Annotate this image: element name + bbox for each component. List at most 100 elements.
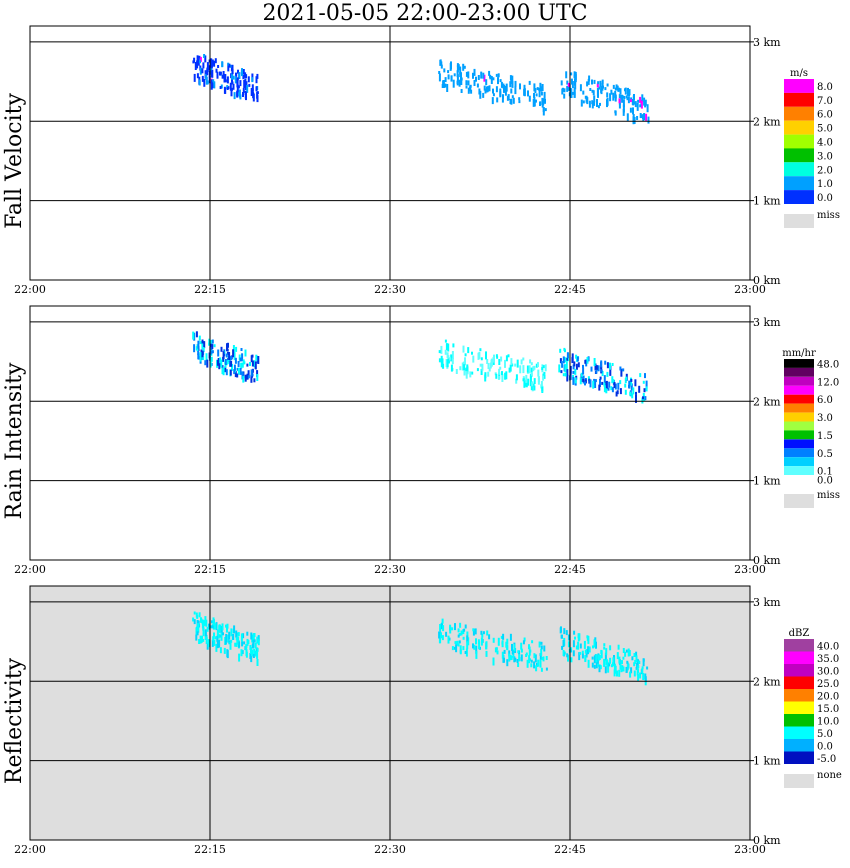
panel-3-ytick-label: 1 km <box>753 755 781 768</box>
panel-1-ytick-label: 1 km <box>753 195 781 208</box>
echo-cell <box>445 343 448 351</box>
echo-cell <box>459 366 462 371</box>
echo-cell <box>469 371 472 378</box>
echo-cell <box>504 372 507 380</box>
echo-cell <box>221 623 224 631</box>
echo-cell <box>562 356 565 364</box>
echo-cell <box>599 102 601 106</box>
echo-cell <box>504 88 507 96</box>
panel-2-legend-swatch <box>784 475 814 484</box>
echo-cell <box>594 379 597 383</box>
echo-cell <box>586 358 589 364</box>
echo-cell <box>600 360 603 368</box>
echo-cell <box>253 360 256 368</box>
panel-2-ytick-label: 1 km <box>753 475 781 488</box>
panel-1-legend-label: 4.0 <box>817 138 833 149</box>
echo-cell <box>614 90 617 98</box>
echo-cell <box>446 359 449 368</box>
echo-cell <box>226 87 229 90</box>
echo-cell <box>219 86 222 89</box>
echo-cell <box>222 632 224 636</box>
echo-cell <box>452 343 455 348</box>
echo-cell <box>504 359 506 368</box>
echo-cell <box>472 643 474 649</box>
echo-cell <box>474 628 477 635</box>
echo-cell <box>449 62 452 71</box>
echo-cell <box>566 653 569 658</box>
echo-cell <box>610 664 613 668</box>
panel-2-xtick-label: 22:00 <box>14 563 46 576</box>
echo-cell <box>202 628 205 637</box>
echo-cell <box>222 367 225 376</box>
echo-cell <box>242 92 244 97</box>
echo-cell <box>204 55 207 63</box>
echo-cell <box>606 371 609 377</box>
echo-cell <box>533 92 535 98</box>
echo-cell <box>645 386 648 392</box>
echo-cell <box>232 345 235 353</box>
echo-cell <box>502 94 504 100</box>
echo-cell <box>480 357 483 361</box>
panel-1-legend-swatch <box>784 79 814 93</box>
echo-cell <box>591 101 594 109</box>
echo-cell <box>488 367 491 372</box>
echo-cell <box>247 640 250 645</box>
echo-cell <box>198 612 201 618</box>
echo-cell <box>522 357 525 361</box>
echo-cell <box>624 651 627 657</box>
echo-cell <box>465 648 468 657</box>
echo-cell <box>462 636 465 640</box>
echo-cell <box>510 88 513 94</box>
echo-cell <box>193 611 196 615</box>
echo-cell <box>215 68 218 73</box>
echo-cell <box>580 372 583 377</box>
echo-cell <box>627 648 630 657</box>
echo-cell <box>544 364 547 372</box>
echo-cell <box>256 370 259 378</box>
echo-cell <box>204 629 207 637</box>
echo-cell <box>637 674 640 682</box>
echo-cell <box>456 641 459 644</box>
echo-cell <box>232 634 235 640</box>
echo-cell <box>451 351 454 359</box>
echo-cell <box>625 649 628 653</box>
echo-cell <box>236 78 239 86</box>
echo-cell <box>457 634 460 638</box>
echo-cell <box>440 64 443 69</box>
echo-cell <box>247 375 250 379</box>
echo-cell <box>472 355 475 363</box>
echo-cell <box>599 379 601 387</box>
panel-1-legend-swatch <box>784 106 814 121</box>
echo-cell <box>211 624 214 629</box>
echo-cell <box>479 90 482 99</box>
echo-cell <box>512 97 515 104</box>
echo-cell <box>639 96 642 103</box>
panel-2-legend-swatch <box>784 412 814 422</box>
echo-cell <box>219 357 222 366</box>
echo-cell <box>559 627 562 634</box>
panel-3-xtick-label: 22:45 <box>554 843 586 856</box>
echo-cell <box>497 637 500 646</box>
echo-cell <box>460 72 462 81</box>
echo-cell <box>633 653 636 657</box>
echo-cell <box>614 665 617 674</box>
echo-cell <box>246 373 249 380</box>
echo-cell <box>629 391 632 396</box>
echo-cell <box>239 367 242 375</box>
echo-cell <box>462 345 465 353</box>
echo-cell <box>210 63 213 68</box>
echo-cell <box>211 59 214 66</box>
echo-cell <box>229 82 232 91</box>
echo-cell <box>494 647 497 653</box>
echo-cell <box>447 635 450 644</box>
echo-cell <box>644 373 646 379</box>
echo-cell <box>469 84 472 88</box>
echo-cell <box>618 103 621 109</box>
echo-cell <box>484 374 487 382</box>
echo-cell <box>234 642 237 647</box>
echo-cell <box>544 108 547 112</box>
panel-3-legend-swatch <box>784 701 814 714</box>
echo-cell <box>581 650 584 654</box>
echo-cell <box>464 353 467 357</box>
echo-cell <box>240 348 243 351</box>
